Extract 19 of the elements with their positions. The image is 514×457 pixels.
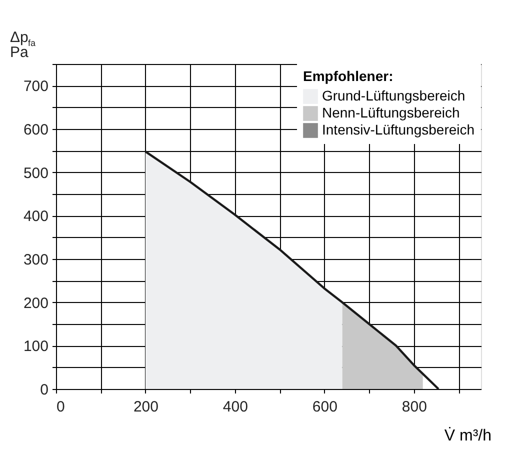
x-tick-label: 0 xyxy=(56,398,65,416)
y-tick-label: 0 xyxy=(40,382,48,398)
y-tick-label: 500 xyxy=(23,164,48,182)
y-tick-label: 600 xyxy=(23,122,48,138)
legend-label: Intensiv-Lüftungsbereich xyxy=(322,122,475,138)
y-tick-label: 400 xyxy=(23,208,48,226)
x-tick-label: 800 xyxy=(402,398,427,416)
legend-label: Nenn-Lüftungsbereich xyxy=(322,104,460,120)
y-tick-label: 700 xyxy=(23,78,48,96)
y-tick-label: 300 xyxy=(23,252,48,268)
x-tick-label: 600 xyxy=(312,398,338,416)
y-tick-label: 200 xyxy=(23,294,48,312)
line-series xyxy=(144,150,440,390)
x-tick-label: 400 xyxy=(222,398,248,416)
x-tick-label: 200 xyxy=(133,398,158,416)
y-tick-label: 100 xyxy=(23,338,48,356)
legend-label: Grund-Lüftungsbereich xyxy=(322,88,466,104)
x-axis-title: V̇ m³/h xyxy=(444,426,492,444)
legend-title: Empfohlener: xyxy=(303,68,394,84)
